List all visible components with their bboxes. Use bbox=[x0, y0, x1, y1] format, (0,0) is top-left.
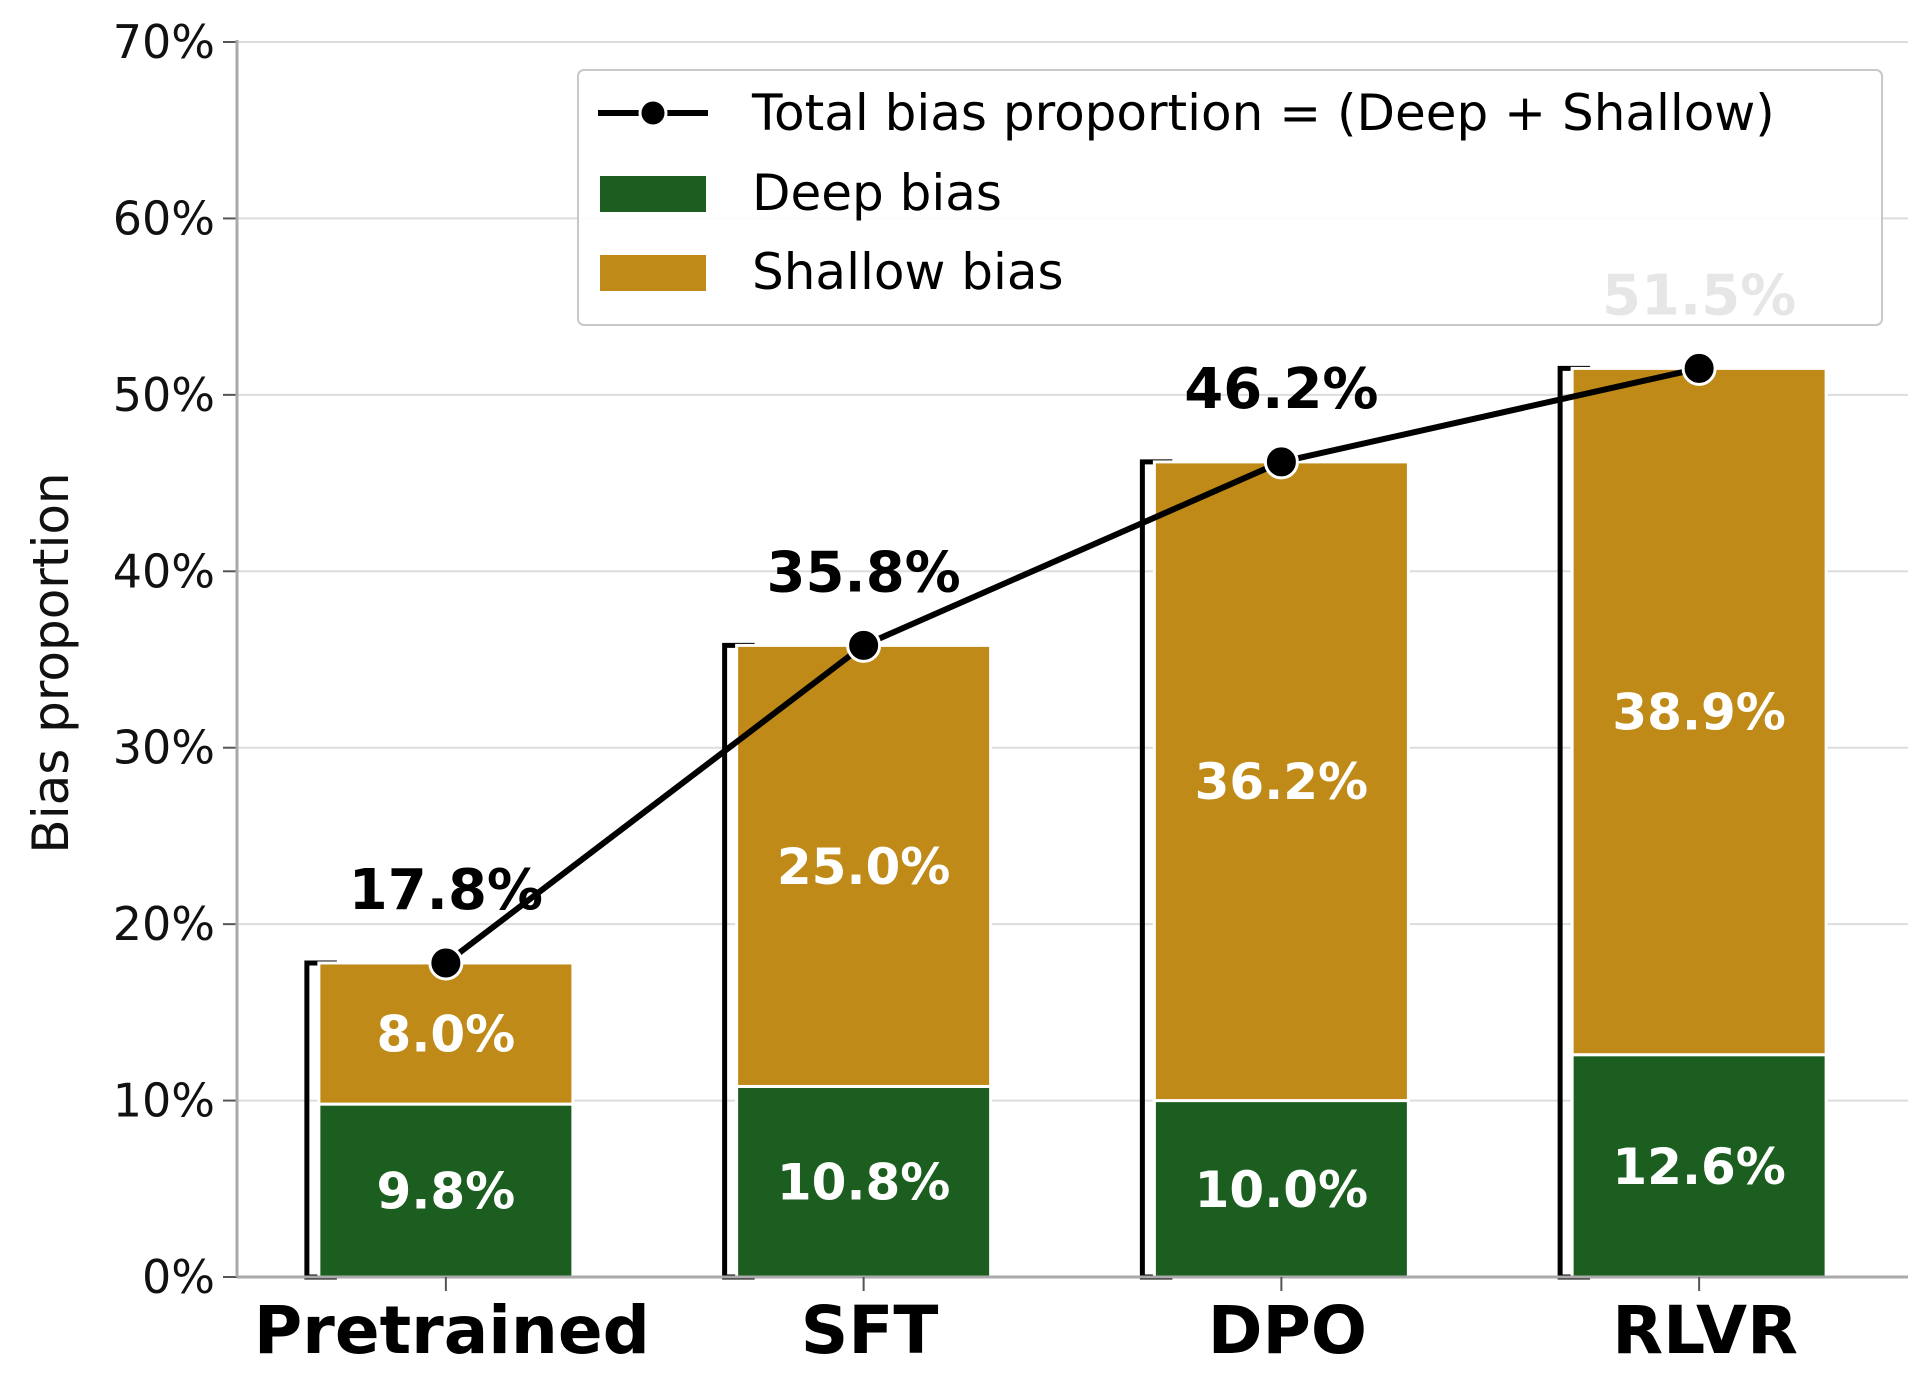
bar-deep bbox=[1152, 1099, 1410, 1279]
total-point bbox=[428, 945, 464, 981]
deep-value-label: 10.0% bbox=[1195, 1161, 1368, 1219]
y-axis-title: Bias proportion bbox=[22, 472, 80, 853]
legend-line-marker bbox=[638, 98, 668, 128]
x-category-label: SFT bbox=[801, 1292, 939, 1369]
y-tick-label: 70% bbox=[113, 15, 215, 69]
y-tick-label: 40% bbox=[113, 544, 215, 598]
legend-frame bbox=[577, 69, 1883, 326]
y-tick-label: 60% bbox=[113, 191, 215, 245]
total-point bbox=[846, 627, 882, 663]
bars bbox=[317, 366, 1828, 1279]
total-line-path bbox=[444, 365, 1700, 966]
shallow-value-label: 8.0% bbox=[377, 1006, 516, 1064]
total-line bbox=[428, 350, 1717, 981]
legend-label-shallow: Shallow bias bbox=[752, 243, 1064, 301]
x-category-label: Pretrained bbox=[254, 1292, 650, 1369]
bar-deep bbox=[735, 1084, 993, 1279]
x-category-label: RLVR bbox=[1612, 1292, 1798, 1369]
bar-deep bbox=[317, 1102, 575, 1279]
legend-label-deep: Deep bias bbox=[752, 164, 1002, 222]
total-value-label: 17.8% bbox=[349, 858, 543, 923]
deep-value-label: 12.6% bbox=[1612, 1138, 1785, 1196]
legend-swatch-shallow bbox=[600, 255, 706, 291]
shallow-value-label: 25.0% bbox=[777, 838, 950, 896]
legend-label-total: Total bias proportion = (Deep + Shallow) bbox=[751, 84, 1775, 142]
total-value-label: 35.8% bbox=[766, 540, 960, 605]
y-tick-label: 30% bbox=[113, 721, 215, 775]
y-tick-label: 20% bbox=[113, 897, 215, 951]
deep-value-label: 9.8% bbox=[377, 1163, 516, 1221]
total-point bbox=[1263, 444, 1299, 480]
bar-shallow bbox=[317, 961, 575, 1106]
shallow-value-label: 38.9% bbox=[1612, 684, 1785, 742]
legend: Total bias proportion = (Deep + Shallow)… bbox=[577, 69, 1883, 326]
deep-value-label: 10.8% bbox=[777, 1154, 950, 1212]
x-category-label: DPO bbox=[1208, 1292, 1367, 1369]
segment-labels: 9.8% 8.0% 10.8% 25.0% 10.0% 36.2% 12.6% 38.9% bbox=[377, 684, 1786, 1221]
bar-shallow bbox=[1152, 460, 1410, 1103]
axes: 0% 10% 20% 30% 40% 50% 60% 70% Pretrained SFT DPO R… bbox=[113, 15, 1908, 1369]
y-tick-label: 50% bbox=[113, 368, 215, 422]
y-tick-label: 10% bbox=[113, 1074, 215, 1128]
shallow-value-label: 36.2% bbox=[1195, 753, 1368, 811]
bar-shallow bbox=[735, 643, 993, 1088]
total-point bbox=[1681, 350, 1717, 386]
bar-shallow bbox=[1570, 366, 1828, 1057]
total-value-label: 46.2% bbox=[1184, 357, 1378, 422]
legend-swatch-deep bbox=[600, 176, 706, 212]
y-tick-label: 0% bbox=[142, 1250, 215, 1304]
